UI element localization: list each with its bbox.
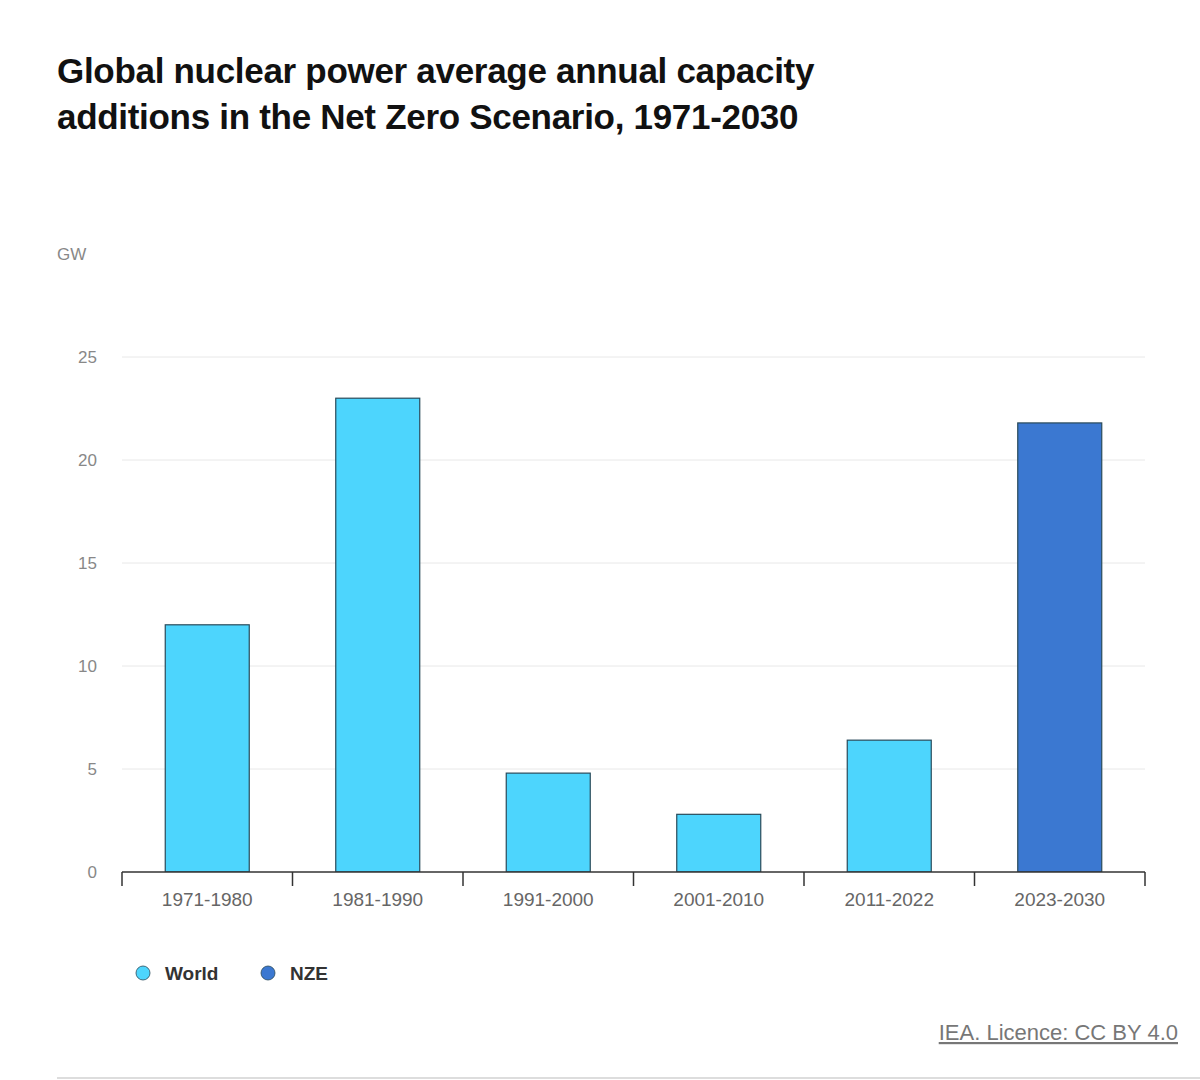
x-category-separator <box>462 872 464 886</box>
y-tick-label: 20 <box>78 451 97 470</box>
source: IEA. Licence: CC BY 4.0 <box>939 1020 1178 1045</box>
x-category-separator <box>803 872 805 886</box>
bar <box>847 740 931 872</box>
x-category-separator <box>1144 872 1146 886</box>
x-tick-label: 1991-2000 <box>503 889 594 910</box>
y-axis-label: GW <box>57 245 86 264</box>
y-tick-label: 15 <box>78 554 97 573</box>
bar <box>165 625 249 872</box>
y-tick-label: 10 <box>78 657 97 676</box>
chart: GW 0 5 10 15 20 25 1971-1980 1981-1990 1991-2000 2… <box>0 0 1200 1080</box>
x-tick-label: 1981-1990 <box>332 889 423 910</box>
x-category-separator <box>633 872 635 886</box>
x-category-separator <box>292 872 294 886</box>
legend-swatch <box>136 966 150 980</box>
bar <box>1018 423 1102 872</box>
x-tick-label: 2001-2010 <box>673 889 764 910</box>
grid-line <box>122 460 1145 461</box>
x-category-separator <box>974 872 976 886</box>
bar <box>336 398 420 872</box>
x-category-separator <box>121 872 123 886</box>
grid-line <box>122 769 1145 770</box>
x-tick-label: 2023-2030 <box>1014 889 1105 910</box>
bar <box>677 814 761 872</box>
grid-line <box>122 357 1145 358</box>
x-tick-label: 2011-2022 <box>845 889 934 910</box>
grid-line <box>122 666 1145 667</box>
legend-label: World <box>165 963 218 984</box>
y-tick-label: 25 <box>78 348 97 367</box>
y-tick-label: 5 <box>88 760 97 779</box>
y-tick-label: 0 <box>88 863 97 882</box>
grid-line <box>122 563 1145 564</box>
title: Global nuclear power average annual capa… <box>57 48 917 140</box>
legend-swatch <box>261 966 275 980</box>
x-tick-label: 1971-1980 <box>162 889 253 910</box>
legend-label: NZE <box>290 963 328 984</box>
bar <box>506 773 590 872</box>
footer-rule <box>57 1077 1200 1079</box>
bars <box>165 398 1102 872</box>
